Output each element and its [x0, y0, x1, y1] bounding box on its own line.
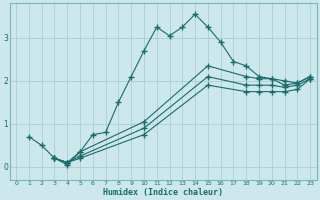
X-axis label: Humidex (Indice chaleur): Humidex (Indice chaleur) [103, 188, 223, 197]
